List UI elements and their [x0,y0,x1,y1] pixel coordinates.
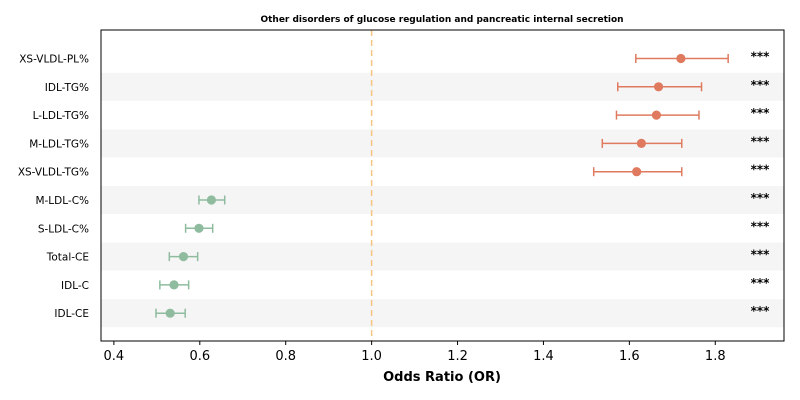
or-point [636,138,646,148]
or-point [165,308,175,318]
row-label: XS-VLDL-PL% [19,54,89,66]
forest-row: XS-VLDL-PL% *** [19,50,770,66]
x-tick-label: 0.4 [104,349,125,364]
row-label: XS-VLDL-TG% [18,167,89,179]
x-tick-label: 0.6 [189,349,210,364]
significance-label: *** [751,134,771,148]
row-label: S-LDL-C% [38,223,89,235]
forest-row: S-LDL-C% *** [38,219,770,235]
data-rows: XS-VLDL-PL% ***IDL-TG% ***L-LDL-TG% ***M-LD… [18,50,770,321]
forest-row: M-LDL-C% *** [35,191,770,207]
significance-label: *** [751,304,771,318]
row-stripe [101,299,784,328]
row-label: IDL-C [61,280,89,292]
forest-row: IDL-TG% *** [45,78,770,94]
row-label: M-LDL-C% [35,195,89,207]
chart-title: Other disorders of glucose regulation an… [260,15,623,25]
or-point [206,195,216,205]
x-tick-label: 1.0 [361,349,382,364]
row-label: L-LDL-TG% [33,110,89,122]
forest-row: XS-VLDL-TG% *** [18,163,770,179]
or-point [169,280,179,290]
row-stripe [101,242,784,271]
or-point [632,167,642,177]
x-tick-label: 1.4 [533,349,554,364]
or-point [178,252,189,262]
or-point [651,110,662,120]
forest-row: M-LDL-TG% *** [29,134,770,150]
significance-label: *** [751,50,771,64]
significance-label: *** [751,219,771,233]
significance-label: *** [751,191,771,205]
x-axis: 0.4 0.6 0.8 1.0 1.2 1.4 1.6 1.8 [104,341,726,364]
significance-label: *** [751,163,771,177]
plot-frame [100,29,785,342]
or-point [653,82,664,92]
significance-label: *** [751,106,771,120]
forest-row: Total-CE *** [46,248,770,264]
significance-label: *** [751,78,771,92]
x-tick-label: 1.8 [705,349,726,364]
row-label: M-LDL-TG% [29,138,89,150]
forest-row: IDL-CE *** [54,304,770,320]
x-axis-label: Odds Ratio (OR) [383,370,501,385]
or-point [676,53,686,64]
row-label: IDL-CE [54,308,89,320]
significance-label: *** [751,276,771,290]
forest-row: IDL-C *** [61,276,770,292]
or-point [194,223,204,233]
forest-row: L-LDL-TG% *** [33,106,771,122]
x-tick-label: 1.6 [619,349,640,364]
row-label: IDL-TG% [45,82,89,94]
x-tick-label: 0.8 [275,349,296,364]
row-label: Total-CE [46,252,89,264]
x-tick-label: 1.2 [447,349,468,364]
significance-label: *** [751,248,771,262]
